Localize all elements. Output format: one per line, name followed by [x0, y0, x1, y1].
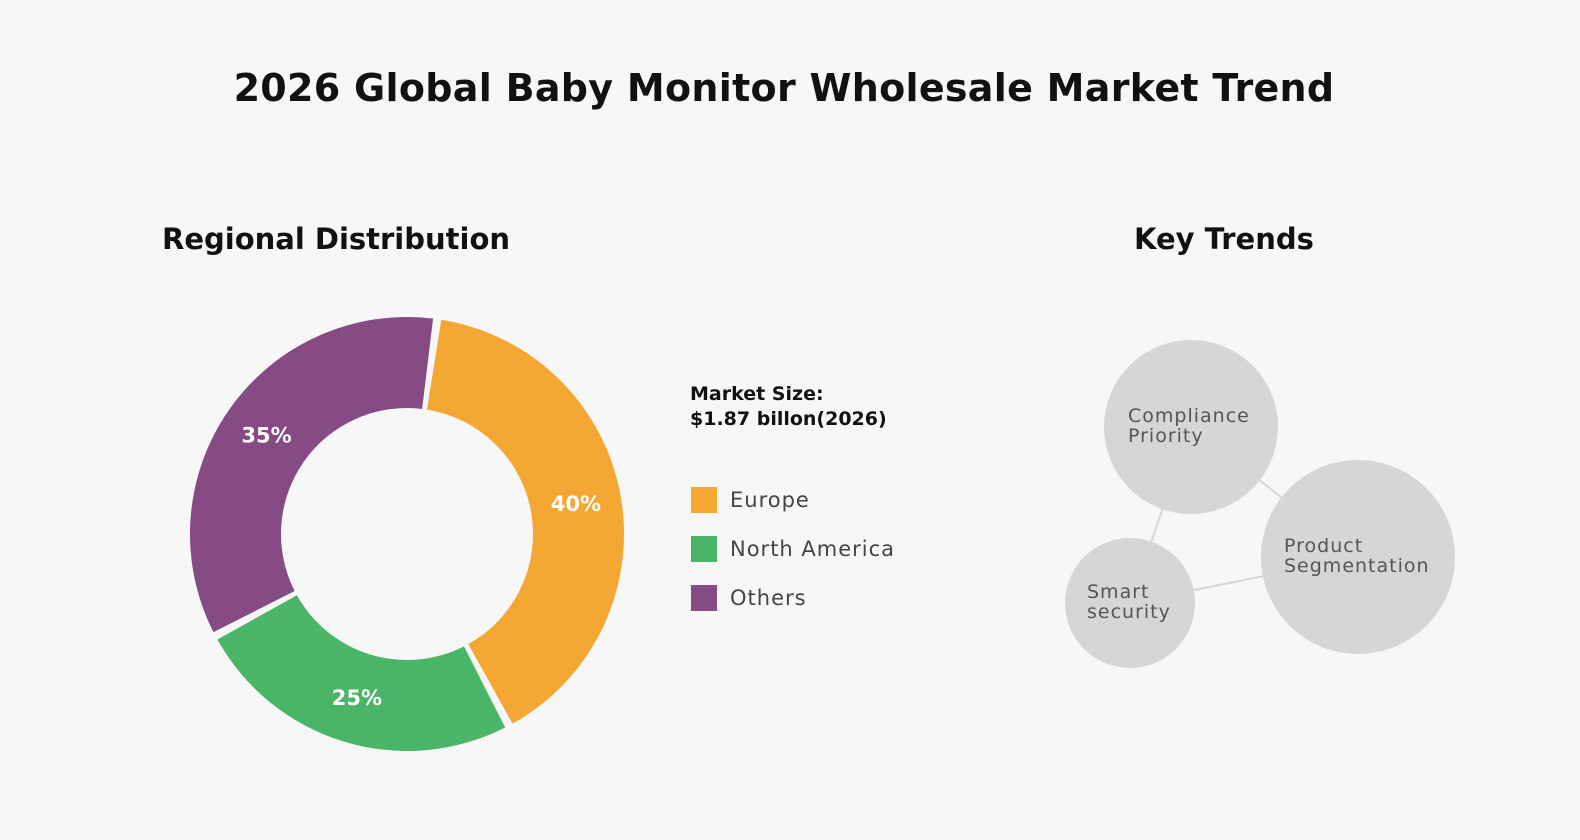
trend-connector	[1193, 575, 1264, 592]
key-trends-bubbles: Compliance Priority Product Segmentation Sma…	[1065, 340, 1455, 668]
legend-swatch-north-america	[691, 536, 717, 562]
slice-label-europe: 40%	[551, 492, 601, 516]
slice-label-others: 35%	[241, 424, 291, 448]
market-size-value: $1.87 billon(2026)	[690, 408, 887, 430]
donut-slice-europe	[426, 319, 624, 724]
chart-legend: Europe North America Others	[691, 487, 895, 634]
donut-slice-others	[189, 317, 434, 633]
donut-slice-north-america	[217, 595, 506, 751]
legend-label-others: Others	[730, 586, 807, 610]
donut-chart: 40% 25% 35%	[189, 317, 624, 751]
legend-item-north-america: North America	[691, 536, 895, 562]
trend-bubble-smart-security	[1065, 538, 1195, 668]
key-trends-title: Key Trends	[1134, 222, 1314, 256]
market-size: Market Size: $1.87 billon(2026)	[690, 382, 887, 432]
trend-label-smart-security: Smart security	[1087, 581, 1171, 623]
slice-label-north-america: 25%	[332, 686, 382, 710]
trend-label-product-segmentation: Product Segmentation	[1284, 535, 1430, 577]
trend-connector	[1150, 508, 1164, 542]
market-size-label: Market Size:	[690, 383, 824, 405]
legend-item-others: Others	[691, 585, 895, 611]
page-title: 2026 Global Baby Monitor Wholesale Marke…	[233, 66, 1335, 110]
legend-swatch-europe	[691, 487, 717, 513]
regional-distribution-title: Regional Distribution	[162, 222, 511, 256]
trend-bubble-compliance-priority	[1104, 340, 1278, 514]
trend-label-compliance-priority: Compliance Priority	[1128, 405, 1250, 447]
trend-connector	[1259, 479, 1283, 499]
trend-bubble-product-segmentation	[1261, 460, 1455, 654]
legend-label-north-america: North America	[730, 537, 896, 561]
legend-swatch-others	[691, 585, 717, 611]
legend-item-europe: Europe	[691, 487, 895, 513]
legend-label-europe: Europe	[730, 488, 810, 512]
